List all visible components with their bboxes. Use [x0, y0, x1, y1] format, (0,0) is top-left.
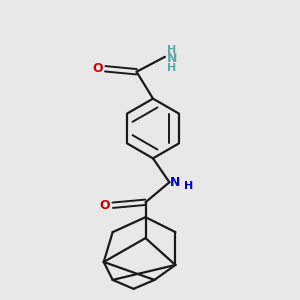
Text: O: O: [92, 62, 103, 75]
Text: O: O: [100, 199, 110, 212]
Text: H: H: [184, 181, 193, 191]
Text: H: H: [167, 45, 177, 55]
Text: H: H: [167, 63, 177, 73]
Text: N: N: [169, 176, 180, 189]
Text: N: N: [167, 52, 178, 65]
